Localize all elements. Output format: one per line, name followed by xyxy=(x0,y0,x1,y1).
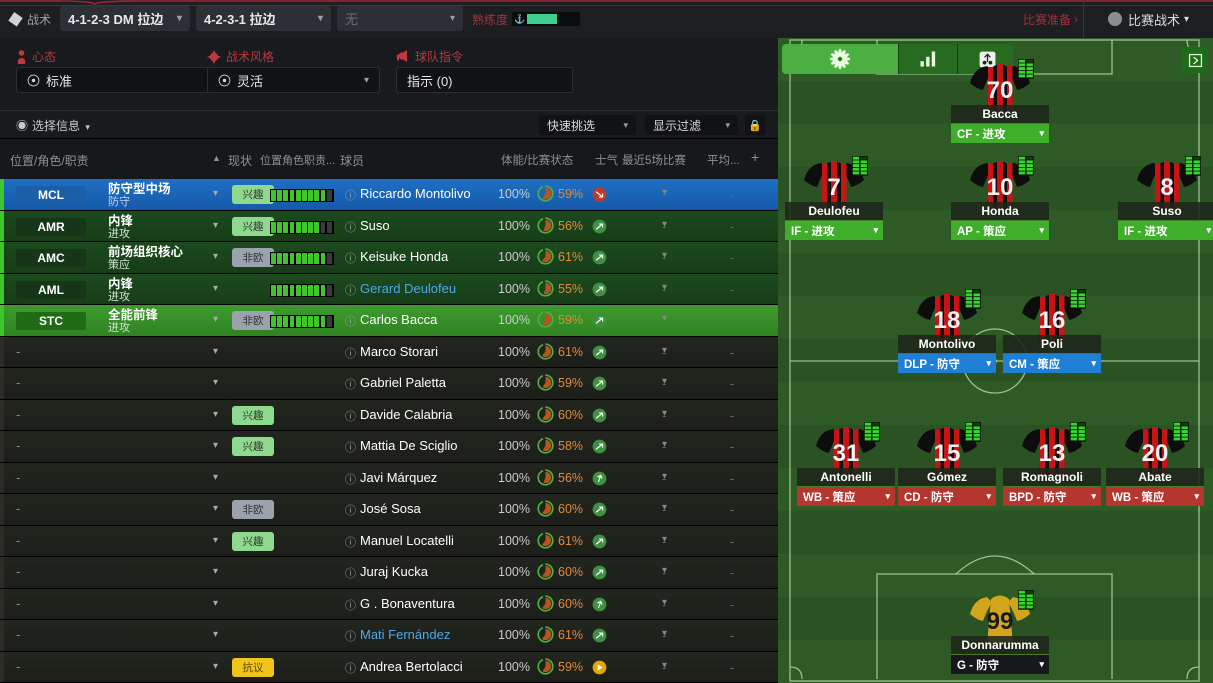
svg-text:10: 10 xyxy=(987,174,1014,201)
svg-text:99: 99 xyxy=(987,608,1014,635)
svg-text:18: 18 xyxy=(934,307,961,334)
svg-text:16: 16 xyxy=(1039,307,1066,334)
svg-text:31: 31 xyxy=(833,440,860,467)
svg-text:70: 70 xyxy=(987,77,1014,104)
svg-text:8: 8 xyxy=(1160,174,1173,201)
svg-text:20: 20 xyxy=(1142,440,1169,467)
svg-text:7: 7 xyxy=(827,174,840,201)
svg-text:15: 15 xyxy=(934,440,961,467)
svg-text:13: 13 xyxy=(1039,440,1066,467)
